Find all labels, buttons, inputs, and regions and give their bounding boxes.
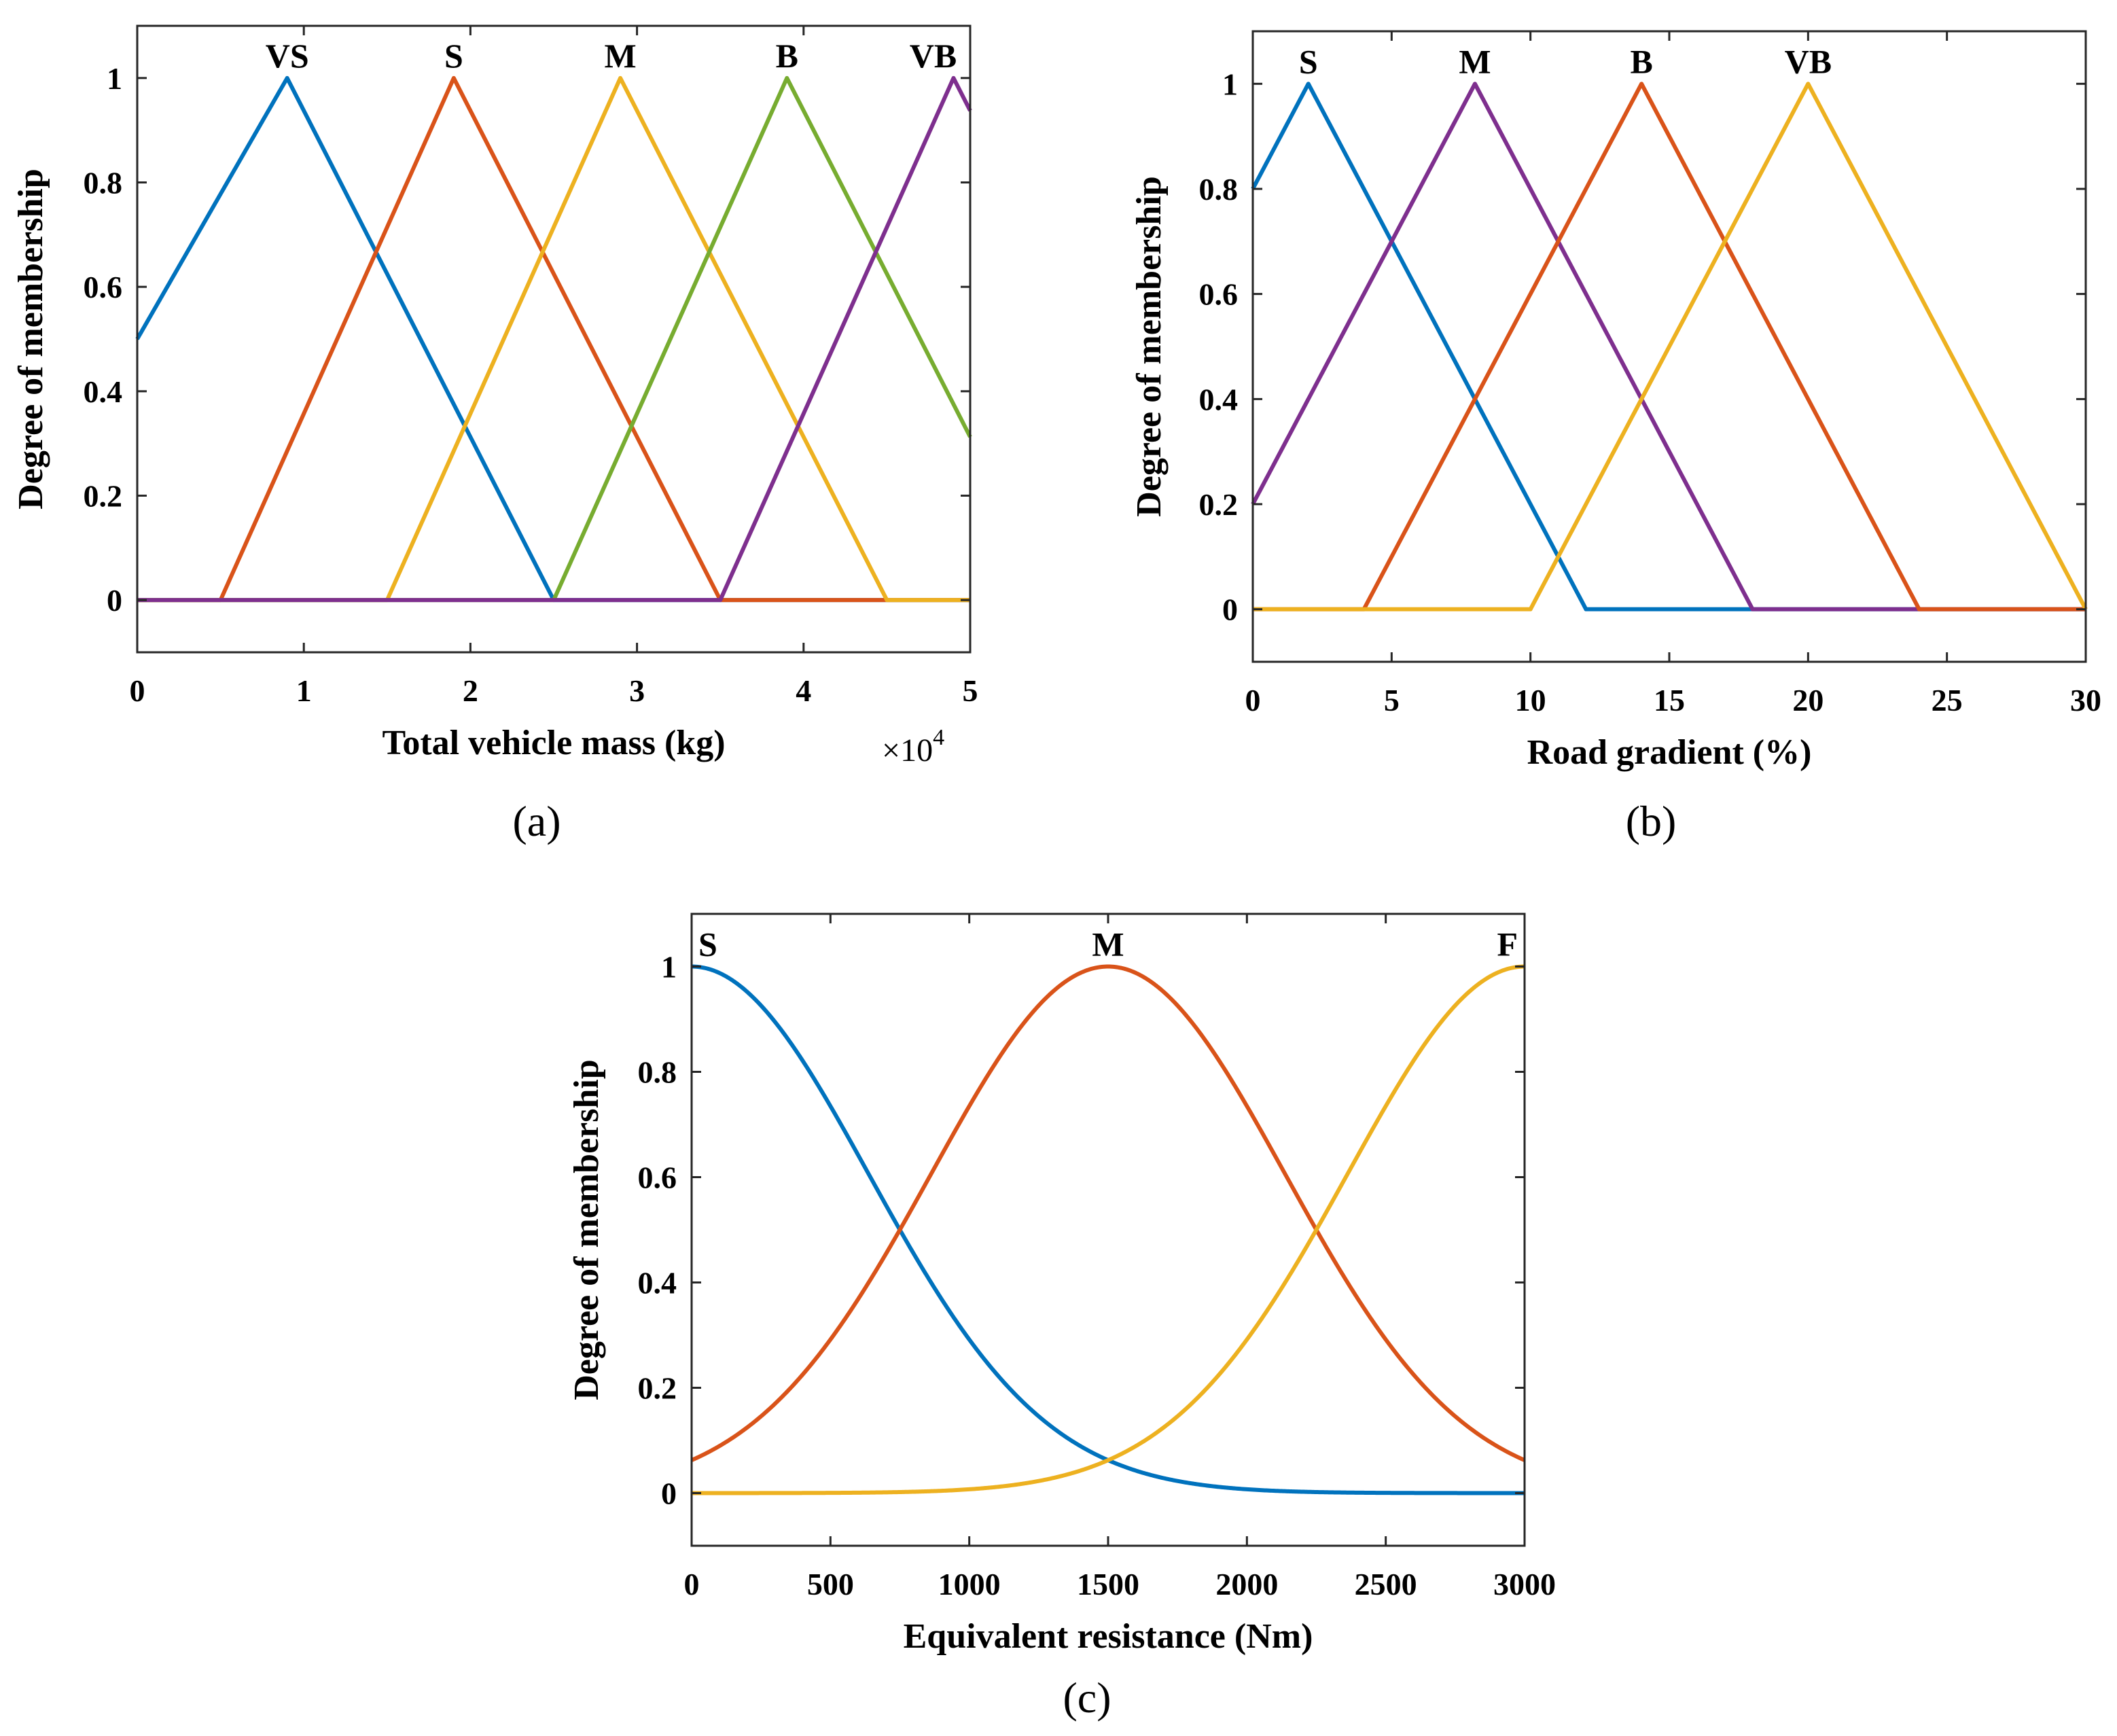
axes-box	[690, 913, 1526, 1547]
mf-label-VB: VB	[910, 37, 957, 75]
x-axis-label: Total vehicle mass (kg)	[382, 724, 725, 762]
y-axis-label: Degree of membership	[1130, 176, 1169, 517]
mf-label-M: M	[1459, 42, 1491, 80]
y-tick-label: 0	[1222, 592, 1238, 627]
series-line-VB	[1252, 82, 2088, 612]
chart-b-road-gradient: S M B VB 0 5 10 15 20 25 30 0 0.2 0.4 0.6 0.8 1 Road grad…	[1130, 30, 2101, 845]
mf-label-B: B	[1630, 42, 1652, 80]
figure-caption: (b)	[1626, 797, 1677, 845]
x-tick-label: 4	[796, 673, 811, 708]
y-axis-label: Degree of membership	[12, 169, 50, 510]
y-tick-label: 1	[1222, 67, 1238, 101]
x-axis-multiplier: ×104	[882, 725, 944, 768]
mf-label-M: M	[604, 37, 636, 75]
y-tick-label: 0.4	[84, 374, 123, 409]
x-tick-label: 1	[296, 673, 312, 708]
mf-label-VS: VS	[266, 37, 309, 75]
x-tick-label: 25	[1932, 683, 1963, 718]
y-tick-label: 0.8	[84, 166, 123, 200]
x-axis-label: Road gradient (%)	[1527, 733, 1812, 772]
x-tick-label: 2000	[1215, 1567, 1278, 1601]
x-tick-label: 15	[1654, 683, 1685, 718]
series-line-VB	[137, 75, 972, 603]
y-tick-label: 1	[661, 950, 677, 985]
y-tick-label: 0.8	[1199, 172, 1239, 207]
mf-label-S: S	[698, 925, 717, 963]
x-tick-label: 0	[684, 1567, 700, 1601]
axes-box	[136, 24, 972, 654]
x-tick-label: 0	[130, 673, 145, 708]
x-axis-label: Equivalent resistance (Nm)	[904, 1617, 1313, 1656]
x-tick-label: 1500	[1077, 1567, 1139, 1601]
x-tick-label: 500	[807, 1567, 854, 1601]
series-line-S	[137, 75, 971, 603]
y-tick-label: 0.6	[638, 1161, 677, 1195]
x-tick-label: 20	[1792, 683, 1824, 718]
x-tick-label: 5	[1384, 683, 1400, 718]
y-tick-label: 0.8	[638, 1055, 677, 1090]
x-tick-label: 0	[1245, 683, 1261, 718]
series-line-S	[691, 964, 1525, 1495]
mf-label-VB: VB	[1785, 42, 1832, 80]
y-tick-label: 0	[107, 583, 122, 618]
series-line-B	[1252, 82, 2086, 612]
mf-label-S: S	[444, 37, 463, 75]
y-tick-label: 0	[661, 1476, 677, 1511]
figure-caption: (a)	[512, 797, 561, 845]
y-tick-label: 0.4	[1199, 382, 1239, 417]
x-tick-label: 3	[629, 673, 645, 708]
y-axis-label: Degree of membership	[567, 1059, 606, 1400]
chart-a-vehicle-mass: VS S M B VB 0 1 2 3 4 5 0 0.2 0.4 0.6 0.8 1 Total vehicle…	[12, 24, 978, 845]
mf-label-S: S	[1299, 42, 1318, 80]
mf-label-F: F	[1497, 925, 1518, 963]
x-tick-label: 30	[2070, 683, 2101, 718]
y-tick-label: 0.2	[638, 1371, 677, 1406]
series-line-M	[690, 964, 1526, 1462]
y-tick-label: 1	[107, 61, 122, 96]
x-tick-label: 5	[963, 673, 978, 708]
y-tick-label: 0.6	[84, 270, 123, 304]
x-tick-label: 2500	[1355, 1567, 1417, 1601]
series-line-M	[137, 75, 971, 603]
x-tick-label: 2	[463, 673, 478, 708]
mf-label-B: B	[776, 37, 798, 75]
y-tick-label: 0.2	[84, 479, 123, 514]
chart-c-equivalent-resistance: S M F 0 500 1000 1500 2000 2500 3000 0 0.2 0.4 0.6 0.8…	[567, 913, 1556, 1722]
x-tick-label: 1000	[938, 1567, 1001, 1601]
mf-label-M: M	[1092, 925, 1124, 963]
figure-caption: (c)	[1063, 1673, 1111, 1722]
y-tick-label: 0.4	[638, 1266, 677, 1300]
x-tick-label: 10	[1515, 683, 1546, 718]
x-tick-label: 3000	[1493, 1567, 1556, 1601]
y-tick-label: 0.2	[1199, 487, 1239, 522]
y-tick-label: 0.6	[1199, 277, 1239, 312]
series-line-F	[691, 964, 1525, 1495]
